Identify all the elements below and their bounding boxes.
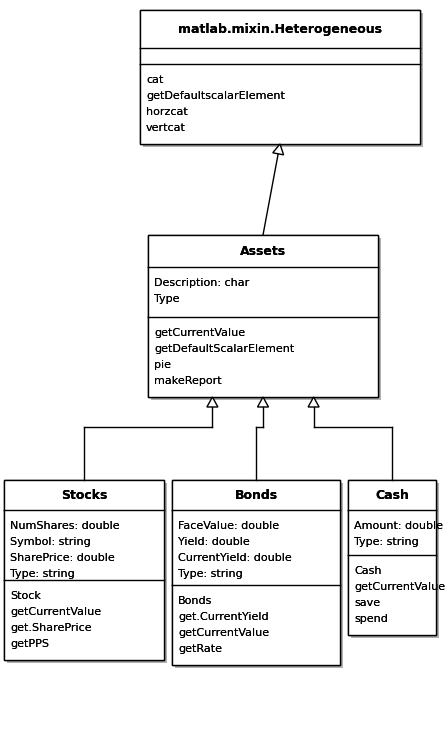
Text: Stock: Stock — [10, 591, 41, 601]
Text: horzcat: horzcat — [146, 107, 188, 117]
Text: save: save — [354, 598, 380, 608]
Text: Bonds: Bonds — [235, 489, 278, 501]
Text: getCurrentValue: getCurrentValue — [178, 628, 269, 638]
Text: vertcat: vertcat — [146, 123, 186, 133]
Text: matlab.mixin.Heterogeneous: matlab.mixin.Heterogeneous — [178, 23, 382, 35]
Text: spend: spend — [354, 614, 388, 624]
Text: Bonds: Bonds — [235, 489, 278, 501]
Text: getPPS: getPPS — [10, 639, 49, 649]
Text: Symbol: string: Symbol: string — [10, 537, 91, 547]
Text: getCurrentValue: getCurrentValue — [154, 328, 245, 338]
Text: CurrentYield: double: CurrentYield: double — [178, 553, 292, 563]
Text: get.SharePrice: get.SharePrice — [10, 623, 92, 633]
Polygon shape — [207, 397, 218, 407]
Text: getDefaultScalarElement: getDefaultScalarElement — [154, 344, 294, 354]
Text: SharePrice: double: SharePrice: double — [10, 553, 115, 563]
Text: Amount: double: Amount: double — [354, 521, 443, 531]
Text: Description: char: Description: char — [154, 278, 249, 288]
Text: Description: char: Description: char — [154, 278, 249, 288]
Text: getCurrentValue: getCurrentValue — [10, 607, 101, 617]
Text: SharePrice: double: SharePrice: double — [10, 553, 115, 563]
Text: cat: cat — [146, 75, 163, 85]
Text: Yield: double: Yield: double — [178, 537, 250, 547]
Bar — [140, 10, 420, 144]
Text: cat: cat — [146, 75, 163, 85]
Bar — [172, 480, 340, 665]
Text: getDefaultscalarElement: getDefaultscalarElement — [146, 91, 285, 101]
Text: vertcat: vertcat — [146, 123, 186, 133]
Bar — [140, 10, 420, 144]
Text: getPPS: getPPS — [10, 639, 49, 649]
Text: pie: pie — [154, 360, 171, 370]
Text: Type: string: Type: string — [10, 569, 75, 579]
Text: Stock: Stock — [10, 591, 41, 601]
Text: NumShares: double: NumShares: double — [10, 521, 120, 531]
Text: Stocks: Stocks — [61, 489, 107, 501]
Text: getCurrentValue: getCurrentValue — [354, 582, 445, 592]
Bar — [348, 480, 436, 635]
Text: makeReport: makeReport — [154, 376, 222, 386]
Text: Type: string: Type: string — [10, 569, 75, 579]
Text: NumShares: double: NumShares: double — [10, 521, 120, 531]
Text: Assets: Assets — [240, 245, 286, 257]
Text: makeReport: makeReport — [154, 376, 222, 386]
Text: Type: string: Type: string — [354, 537, 419, 547]
Text: Assets: Assets — [240, 245, 286, 257]
Text: getRate: getRate — [178, 644, 222, 654]
Polygon shape — [273, 144, 283, 155]
Text: spend: spend — [354, 614, 388, 624]
Text: getCurrentValue: getCurrentValue — [354, 582, 445, 592]
Text: Type: Type — [154, 294, 179, 304]
Text: get.CurrentYield: get.CurrentYield — [178, 612, 269, 622]
Text: Type: string: Type: string — [354, 537, 419, 547]
Text: getDefaultscalarElement: getDefaultscalarElement — [146, 91, 285, 101]
Text: save: save — [354, 598, 380, 608]
Bar — [175, 483, 343, 668]
Text: getCurrentValue: getCurrentValue — [154, 328, 245, 338]
Text: Type: string: Type: string — [178, 569, 243, 579]
Text: Stocks: Stocks — [61, 489, 107, 501]
Text: Cash: Cash — [354, 566, 381, 576]
Text: getRate: getRate — [178, 644, 222, 654]
Text: get.SharePrice: get.SharePrice — [10, 623, 92, 633]
Text: get.CurrentYield: get.CurrentYield — [178, 612, 269, 622]
Text: Cash: Cash — [375, 489, 409, 501]
Text: pie: pie — [154, 360, 171, 370]
Text: FaceValue: double: FaceValue: double — [178, 521, 279, 531]
Text: Yield: double: Yield: double — [178, 537, 250, 547]
Bar — [348, 480, 436, 635]
Text: getCurrentValue: getCurrentValue — [10, 607, 101, 617]
Bar — [148, 235, 378, 397]
Text: Bonds: Bonds — [178, 596, 212, 606]
Text: matlab.mixin.Heterogeneous: matlab.mixin.Heterogeneous — [178, 23, 382, 35]
Text: FaceValue: double: FaceValue: double — [178, 521, 279, 531]
Bar — [151, 238, 381, 400]
Text: horzcat: horzcat — [146, 107, 188, 117]
Bar — [172, 480, 340, 665]
Polygon shape — [308, 397, 319, 407]
Text: Symbol: string: Symbol: string — [10, 537, 91, 547]
Bar — [148, 235, 378, 397]
Text: CurrentYield: double: CurrentYield: double — [178, 553, 292, 563]
Text: Amount: double: Amount: double — [354, 521, 443, 531]
Text: getCurrentValue: getCurrentValue — [178, 628, 269, 638]
Text: Type: string: Type: string — [178, 569, 243, 579]
Text: Cash: Cash — [375, 489, 409, 501]
Bar — [143, 13, 423, 147]
Polygon shape — [258, 397, 268, 407]
Bar — [4, 480, 164, 660]
Bar — [7, 483, 167, 663]
Bar — [4, 480, 164, 660]
Text: Type: Type — [154, 294, 179, 304]
Text: getDefaultScalarElement: getDefaultScalarElement — [154, 344, 294, 354]
Text: Bonds: Bonds — [178, 596, 212, 606]
Text: Cash: Cash — [354, 566, 381, 576]
Bar — [351, 483, 439, 638]
